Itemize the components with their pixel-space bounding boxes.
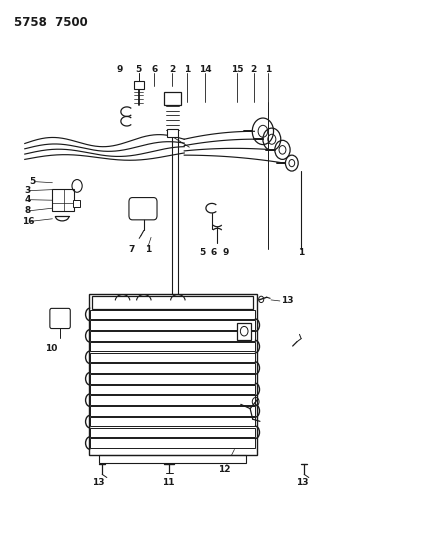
Text: 11: 11 [162, 478, 175, 487]
Text: 1: 1 [265, 64, 271, 74]
Text: 6: 6 [152, 64, 158, 74]
Bar [73, 200, 80, 207]
Text: 3: 3 [25, 186, 31, 195]
Bar [90, 395, 255, 405]
Text: 13: 13 [92, 478, 104, 487]
Text: 2: 2 [250, 64, 257, 74]
FancyBboxPatch shape [50, 309, 70, 328]
Bar [90, 352, 255, 362]
Bar [90, 310, 255, 319]
Bar [134, 81, 144, 89]
Text: 1: 1 [184, 64, 190, 74]
Text: 13: 13 [281, 296, 293, 305]
Text: 12: 12 [218, 465, 231, 473]
Text: 5: 5 [199, 248, 205, 257]
Bar [90, 406, 255, 416]
Bar [90, 438, 255, 448]
Bar [89, 294, 256, 455]
Bar [164, 92, 181, 105]
Bar [90, 331, 255, 341]
Text: 2: 2 [169, 64, 175, 74]
Bar [90, 374, 255, 384]
Bar [90, 385, 255, 394]
Bar [90, 363, 255, 373]
Bar [90, 417, 255, 426]
Bar [90, 342, 255, 351]
Text: 15: 15 [231, 64, 243, 74]
Text: 1: 1 [145, 245, 151, 254]
Text: 4: 4 [25, 195, 31, 204]
Bar [90, 427, 255, 437]
Bar [90, 320, 255, 330]
Text: 7: 7 [128, 245, 134, 254]
Text: 16: 16 [22, 217, 34, 226]
Text: 5: 5 [29, 177, 35, 186]
Bar [167, 129, 178, 136]
Text: 5758  7500: 5758 7500 [14, 16, 88, 29]
FancyBboxPatch shape [129, 198, 157, 220]
Text: 9: 9 [223, 248, 229, 257]
Text: 13: 13 [296, 478, 309, 487]
Text: 10: 10 [45, 344, 58, 353]
Bar [51, 189, 74, 211]
Text: 5: 5 [136, 64, 142, 74]
Text: 1: 1 [298, 248, 304, 257]
Text: 6: 6 [211, 248, 217, 257]
Bar [238, 323, 251, 340]
Text: 8: 8 [25, 206, 31, 215]
Bar [99, 455, 246, 463]
Text: 9: 9 [116, 64, 123, 74]
Bar [92, 296, 253, 309]
Text: 14: 14 [199, 64, 212, 74]
